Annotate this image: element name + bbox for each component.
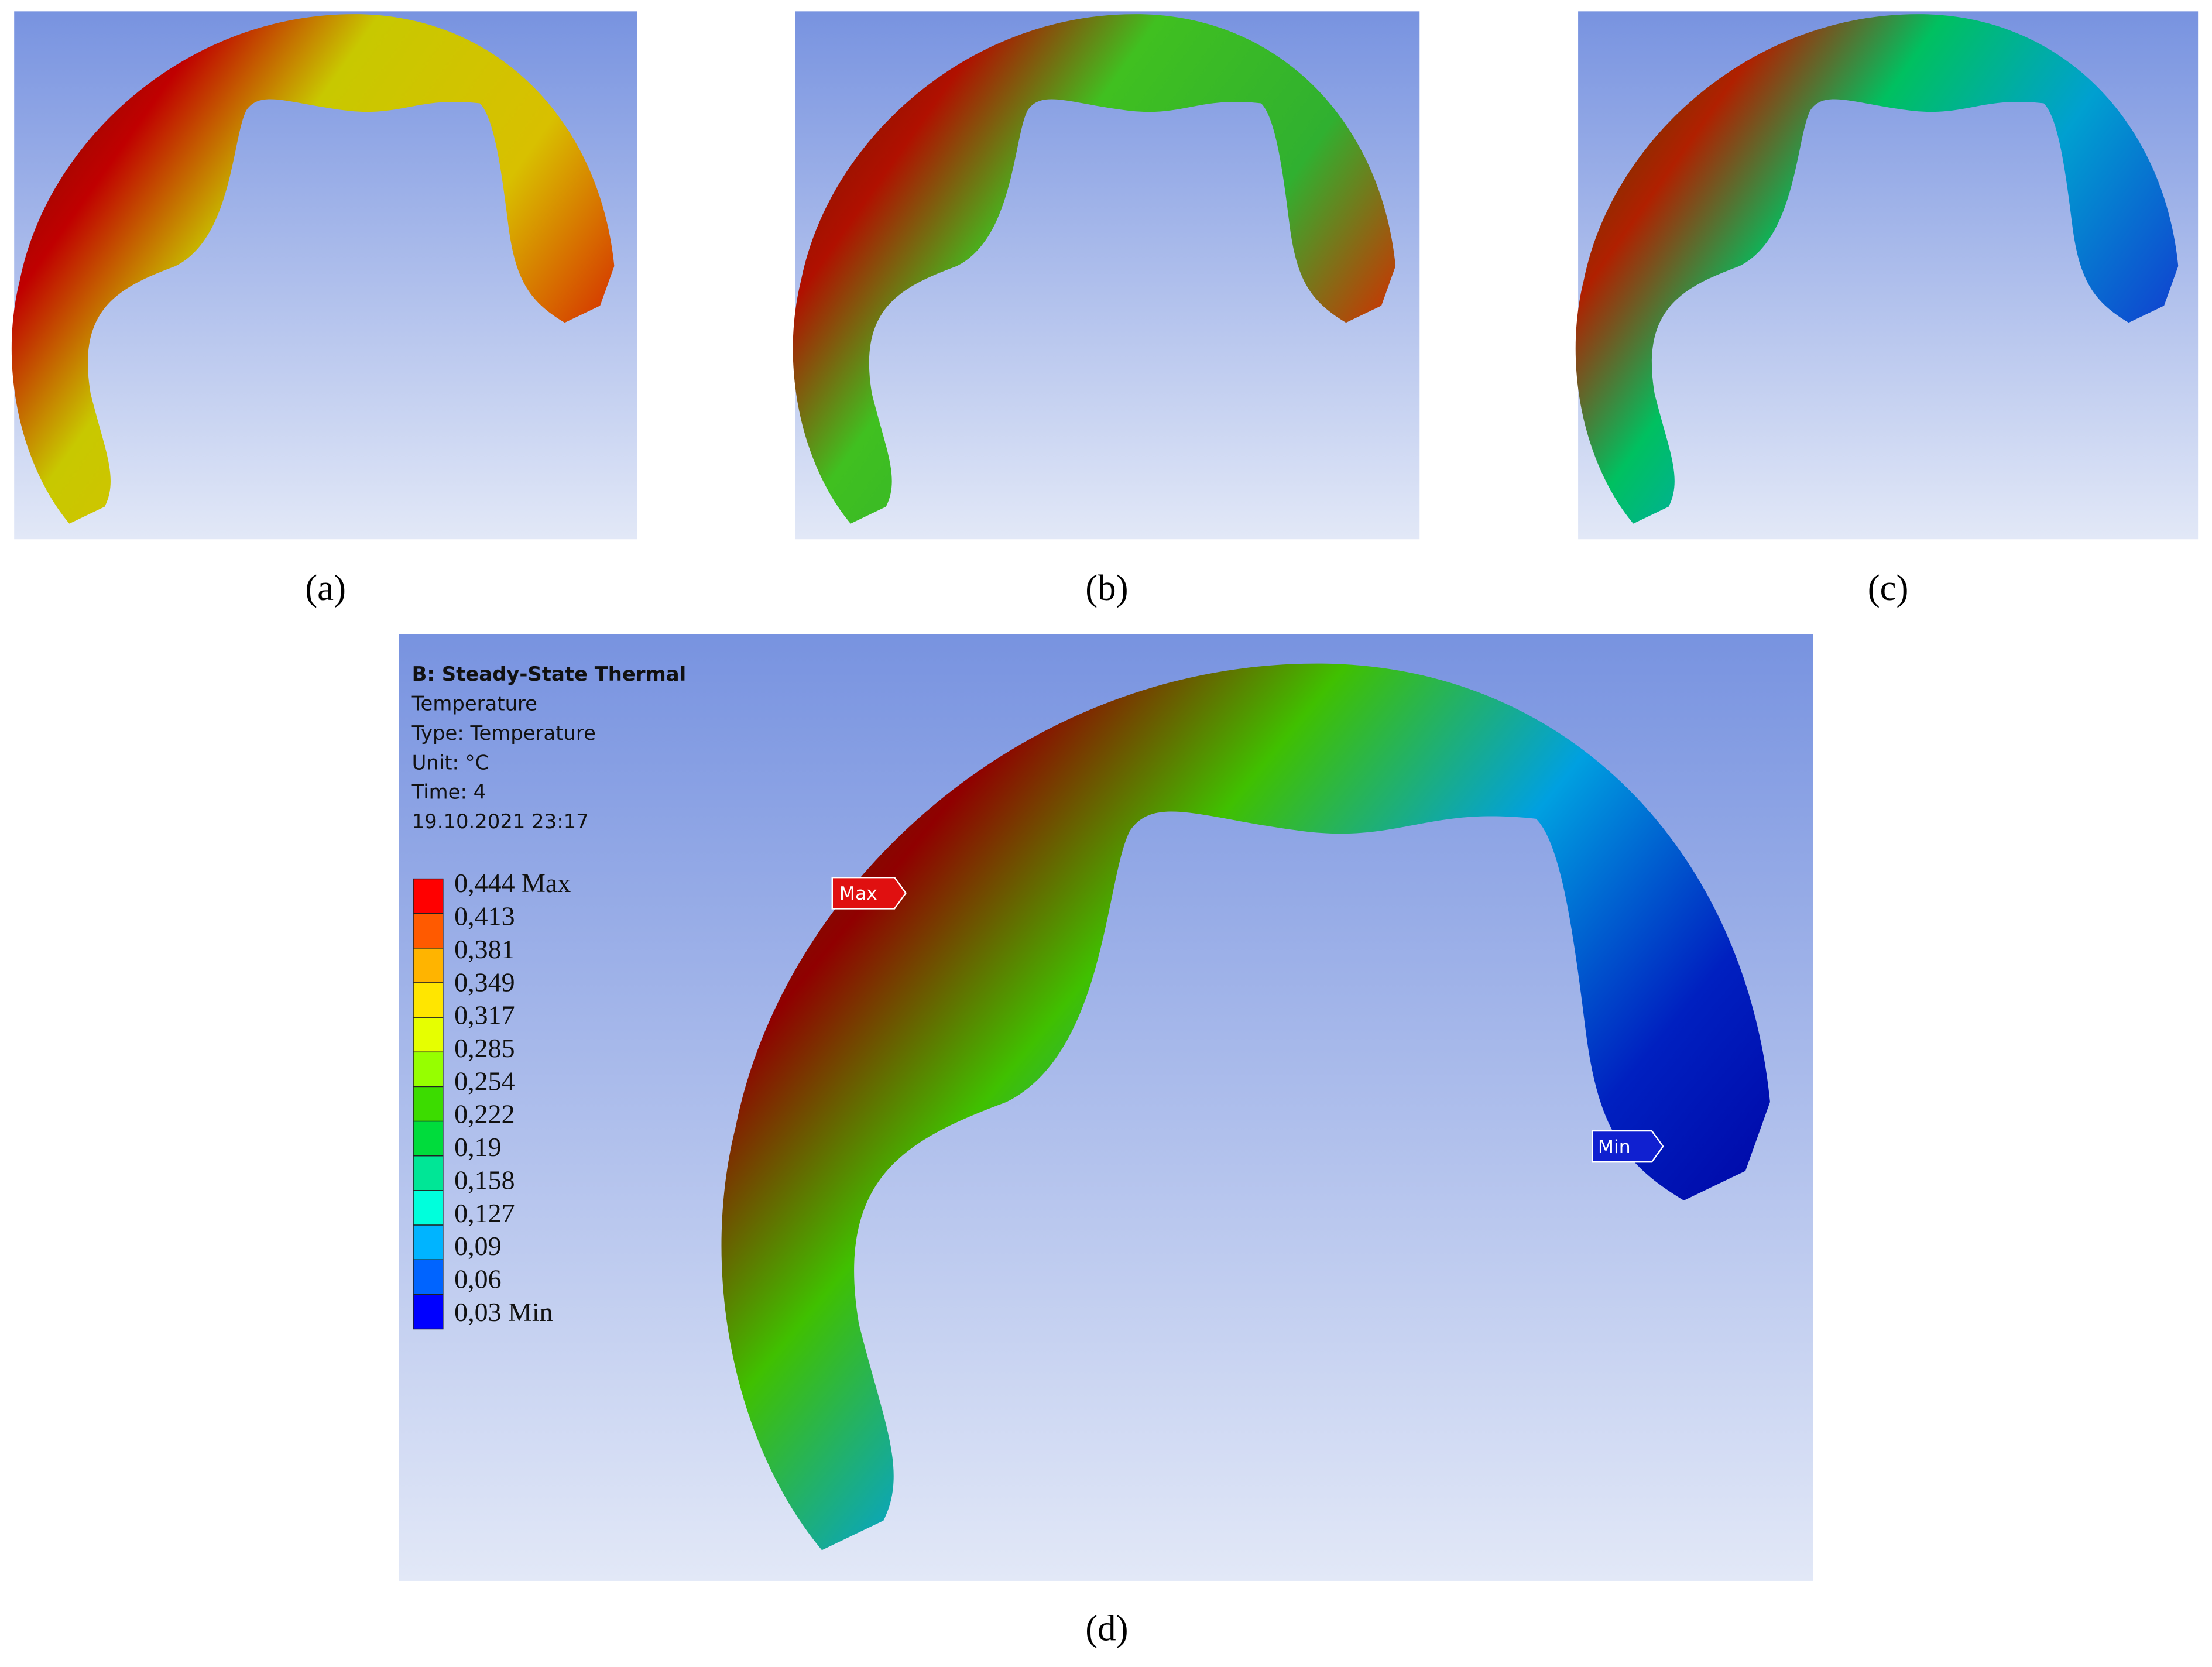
legend-swatch [413,1155,444,1191]
legend-swatch [413,878,444,914]
caption: (d) [1085,1607,1128,1648]
legend-label: 0,254 [454,1066,515,1096]
info-line: Temperature [411,692,537,715]
caption: (b) [1085,567,1128,608]
legend-label: 0,158 [454,1165,515,1195]
legend-swatch [413,1259,444,1295]
legend-label: 0,09 [454,1231,501,1261]
legend-swatch [413,1017,444,1053]
legend-swatch [413,1120,444,1157]
legend-swatch [413,913,444,949]
legend-label: 0,127 [454,1198,515,1228]
legend-swatch [413,1086,444,1122]
info-line: Type: Temperature [411,722,596,745]
legend-swatch [413,1224,444,1260]
legend-swatch [413,1294,444,1330]
max-label: Max [839,883,877,904]
legend-label: 0,06 [454,1264,501,1294]
info-line: Time: 4 [411,781,486,804]
min-label: Min [1598,1137,1631,1158]
legend-label: 0,285 [454,1033,515,1063]
caption: (a) [305,567,346,608]
info-title: B: Steady-State Thermal [412,663,687,685]
legend-label: 0,19 [454,1132,501,1162]
legend-label: 0,381 [454,934,515,964]
legend-label: 0,222 [454,1099,515,1129]
caption: (c) [1868,567,1909,608]
legend-label: 0,444 Max [454,868,571,898]
info-line: 19.10.2021 23:17 [412,810,589,833]
legend-label: 0,413 [454,901,515,931]
max-marker [831,876,907,910]
legend-swatch [413,1051,444,1088]
legend-swatch [413,982,444,1018]
legend-swatch [413,948,444,983]
info-line: Unit: °C [412,751,489,774]
min-marker [1592,1130,1664,1163]
legend-label: 0,03 Min [454,1297,553,1327]
legend-label: 0,349 [454,967,515,997]
legend-label: 0,317 [454,1000,515,1030]
legend-swatch [413,1190,444,1226]
